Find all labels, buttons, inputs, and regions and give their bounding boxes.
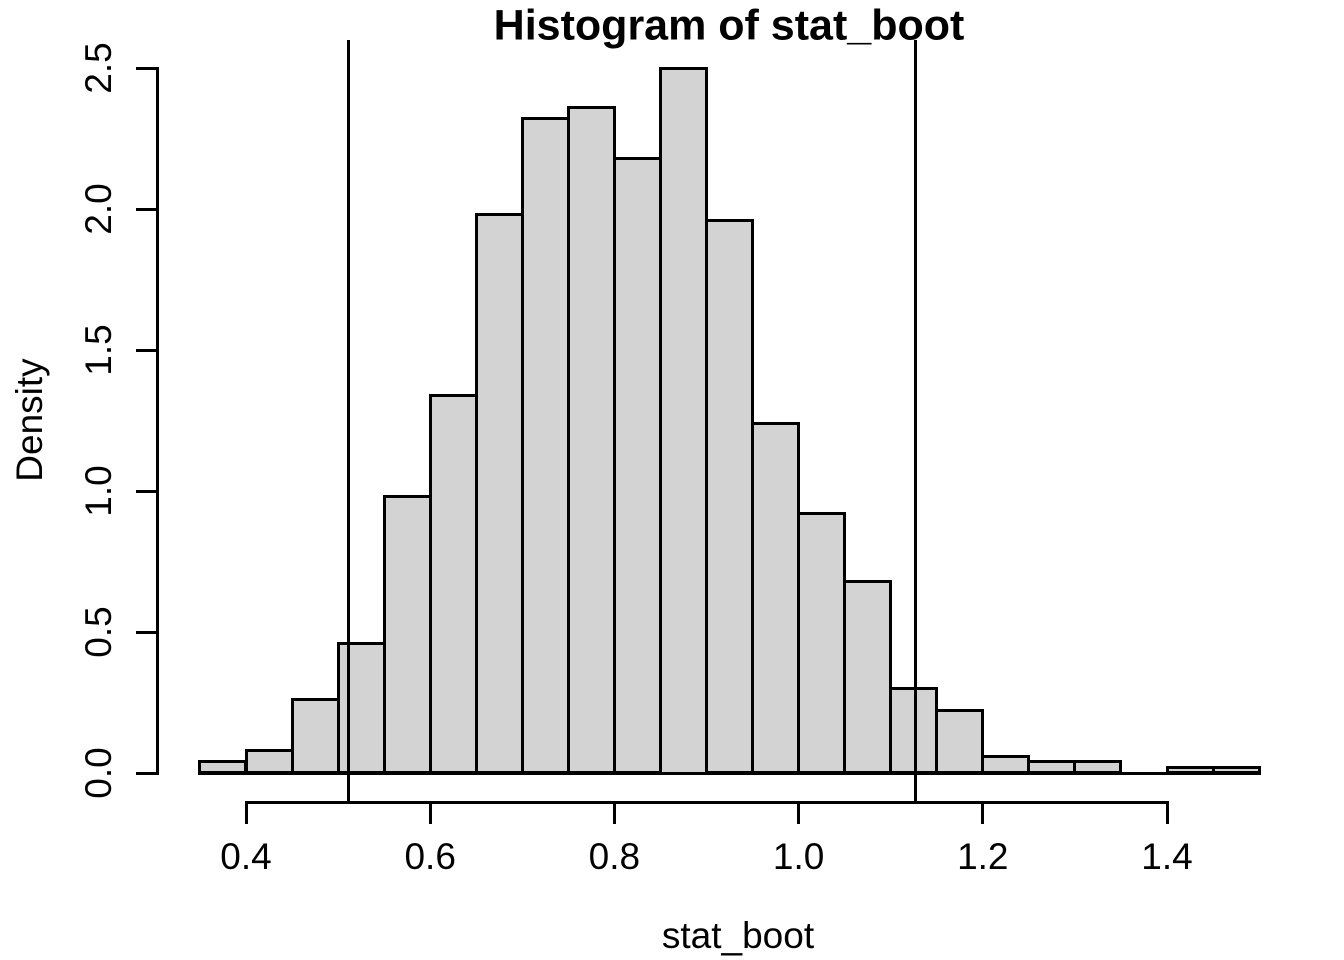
histogram-bar [428,393,478,775]
x-axis-tick [981,803,985,824]
y-axis-tick [135,66,156,70]
histogram-bar [658,66,708,775]
x-axis-line [244,800,1169,804]
x-tick-label: 0.4 [220,836,272,877]
histogram-bar [751,421,801,775]
x-tick-label: 1.2 [957,836,1009,877]
histogram-bar [1211,765,1261,775]
y-tick-label: 1.0 [78,465,119,517]
histogram-bar [612,156,662,775]
chart-title: Histogram of stat_boot [493,1,965,50]
histogram-bar [198,760,248,775]
histogram-bar [1165,765,1215,775]
histogram-bar [382,495,432,775]
y-axis-tick [135,348,156,352]
y-axis-tick [135,771,156,775]
x-axis-label: stat_boot [661,915,815,956]
histogram-bar [244,748,294,775]
histogram-bar [290,698,340,775]
x-axis-tick [1165,803,1169,824]
y-tick-label: 0.0 [78,747,119,799]
histogram-bar [705,218,755,775]
x-axis-tick [612,803,616,824]
x-tick-label: 0.6 [404,836,456,877]
x-axis-tick [244,803,248,824]
x-tick-label: 1.0 [772,836,825,877]
y-axis-tick [135,207,156,211]
histogram-bar [1027,760,1077,775]
x-tick-label: 0.8 [588,836,641,877]
histogram-bar [336,641,386,775]
histogram-bar [520,117,570,775]
histogram-bar [1073,760,1123,775]
histogram-bar [843,579,893,775]
histogram-bar [566,105,616,775]
y-axis-tick [135,489,156,493]
ci-line-lower [346,40,350,804]
histogram-bar [981,754,1031,775]
x-axis-tick [797,803,801,824]
histogram-bar [935,709,985,775]
y-tick-label: 2.5 [78,42,119,94]
y-axis-line [155,66,159,775]
x-tick-label: 1.4 [1141,836,1193,877]
y-tick-label: 0.5 [78,606,119,658]
histogram-bar [474,213,524,775]
x-axis-tick [428,803,432,824]
y-tick-label: 1.5 [78,324,119,376]
histogram-bar [797,512,847,775]
ci-line-upper [914,40,918,804]
y-tick-label: 2.0 [78,183,119,235]
y-axis-tick [135,630,156,634]
